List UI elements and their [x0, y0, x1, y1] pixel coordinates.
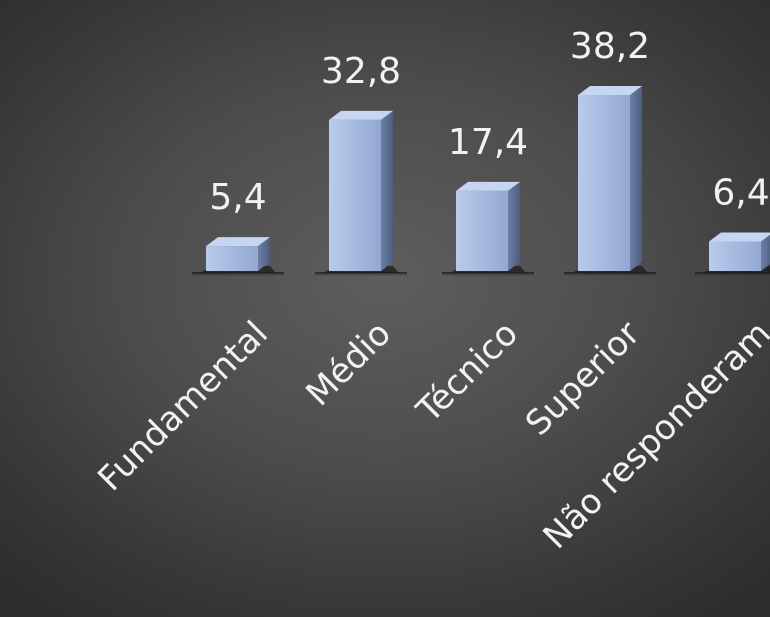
- bar-top-tecnico: [456, 181, 520, 191]
- bar-front-nao-responderam: [709, 241, 761, 271]
- bar-front-superior: [578, 95, 630, 271]
- value-label-medio: 32,8: [321, 51, 401, 92]
- category-label-fundamental: Fundamental: [90, 314, 276, 500]
- bar-top-nao-responderam: [709, 232, 770, 242]
- value-label-nao-responderam: 6,4: [712, 173, 769, 214]
- bar-tecnico: [456, 181, 520, 271]
- bar-side-tecnico: [508, 181, 520, 271]
- bars-group: [206, 86, 770, 271]
- bar-superior: [578, 86, 642, 271]
- bar-floor-superior: [564, 272, 656, 276]
- bar-front-fundamental: [206, 246, 258, 271]
- bar-front-tecnico: [456, 190, 508, 271]
- bar-fundamental: [206, 237, 270, 271]
- bar-floor-tecnico: [442, 272, 534, 276]
- bar-side-medio: [381, 110, 393, 271]
- value-labels-group: 5,4 32,8 17,4 38,2 6,4: [209, 26, 769, 218]
- value-label-fundamental: 5,4: [209, 177, 266, 218]
- category-label-superior: Superior: [518, 314, 648, 444]
- value-label-tecnico: 17,4: [448, 122, 528, 163]
- bar-floor-fundamental: [192, 272, 284, 276]
- category-label-tecnico: Técnico: [408, 314, 525, 431]
- bar-side-fundamental: [258, 237, 270, 271]
- bar-side-nao-responderam: [761, 234, 770, 271]
- bar-side-superior: [630, 86, 642, 271]
- bar-front-medio: [329, 119, 381, 271]
- bar-top-medio: [329, 110, 393, 120]
- bar-nao-responderam: [709, 232, 770, 271]
- bar-floor-nao-responderam: [695, 272, 770, 276]
- bar-floor-medio: [315, 272, 407, 276]
- category-label-medio: Médio: [298, 314, 398, 414]
- bar-top-superior: [578, 86, 642, 95]
- bar-medio: [329, 110, 393, 271]
- value-label-superior: 38,2: [570, 26, 650, 67]
- category-label-nao-responderam: Não responderam: [536, 314, 770, 557]
- bar-top-fundamental: [206, 237, 270, 247]
